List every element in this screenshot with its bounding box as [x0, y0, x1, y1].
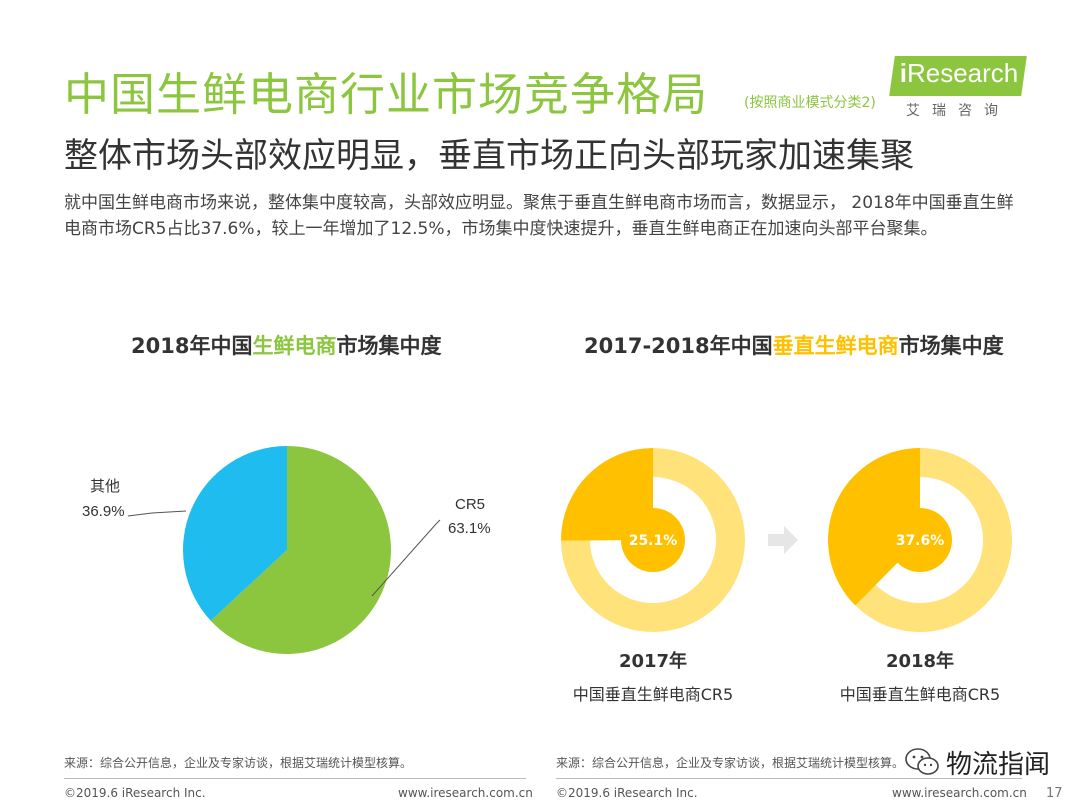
donut-2017-cr5-wedge [561, 448, 653, 541]
donut-year-2017: 2017年 [619, 650, 687, 672]
iresearch-logo: iResearch 艾瑞咨询 [888, 56, 1028, 126]
donut-2017 [561, 448, 745, 632]
page-subtitle: 整体市场头部效应明显，垂直市场正向头部玩家加速集聚 [64, 136, 914, 176]
arrow-icon [768, 526, 798, 554]
copyright-right: ©2019.6 iResearch Inc. [556, 786, 698, 800]
leader-line-cr5 [371, 519, 441, 597]
donut-value-2017: 25.1% [629, 533, 678, 549]
wechat-account-name: 物流指闻 [946, 749, 1051, 780]
slice-label-cr5: CR5 [455, 496, 485, 513]
wechat-watermark: 物流指闻 [904, 744, 1050, 780]
donut-label-2018: 中国垂直生鲜电商CR5 [840, 685, 1000, 704]
title-note: (按照商业模式分类2) [744, 95, 876, 111]
pie-slice-cr5 [210, 446, 392, 654]
url-right: www.iresearch.com.cn [892, 786, 1027, 800]
donut-year-2018: 2018年 [886, 650, 954, 672]
slice-label-other: 其他 [90, 478, 120, 495]
pie-slice-other [183, 446, 287, 621]
donut-2017-rest [561, 448, 745, 632]
page-title: 中国生鲜电商行业市场竞争格局 [64, 68, 709, 121]
donut-2018 [828, 448, 1012, 632]
pie-chart: 其他 36.9% CR5 63.1% [82, 446, 491, 654]
donut-2017-center [621, 508, 685, 572]
donut-2018-center [888, 508, 952, 572]
donut-2018-rest [855, 448, 1012, 632]
slice-value-cr5: 63.1% [448, 520, 491, 537]
logo-subtitle: 艾瑞咨询 [906, 103, 1010, 119]
wechat-icon [905, 748, 939, 775]
left-chart-title: 2018年中国生鲜电商市场集中度 [131, 334, 442, 358]
description-text: 就中国生鲜电商市场来说，整体集中度较高，头部效应明显。聚焦于垂直生鲜电商市场而言… [64, 193, 1014, 239]
right-chart-title: 2017-2018年中国垂直生鲜电商市场集中度 [584, 334, 1004, 358]
donut-charts: 25.1% 37.6% 2017年 中国垂直生鲜电商CR5 2018年 中国垂直… [561, 448, 1012, 704]
donut-2018-cr5-wedge [828, 448, 920, 606]
source-note-right: 来源：综合公开信息，企业及专家访谈，根据艾瑞统计模型核算。 [556, 756, 905, 770]
copyright-left: ©2019.6 iResearch Inc. [64, 786, 206, 800]
footer-divider-left [64, 778, 526, 779]
footer-divider-right [556, 778, 1022, 779]
source-note-left: 来源：综合公开信息，企业及专家访谈，根据艾瑞统计模型核算。 [64, 756, 413, 770]
donut-label-2017: 中国垂直生鲜电商CR5 [573, 685, 733, 704]
pie-slices [183, 446, 392, 654]
leader-line-other [127, 510, 187, 517]
slice-value-other: 36.9% [82, 503, 125, 520]
url-left: www.iresearch.com.cn [398, 786, 533, 800]
donut-value-2018: 37.6% [896, 533, 945, 549]
logo-brand: iResearch [899, 58, 1019, 88]
page-number: 17 [1046, 786, 1063, 801]
